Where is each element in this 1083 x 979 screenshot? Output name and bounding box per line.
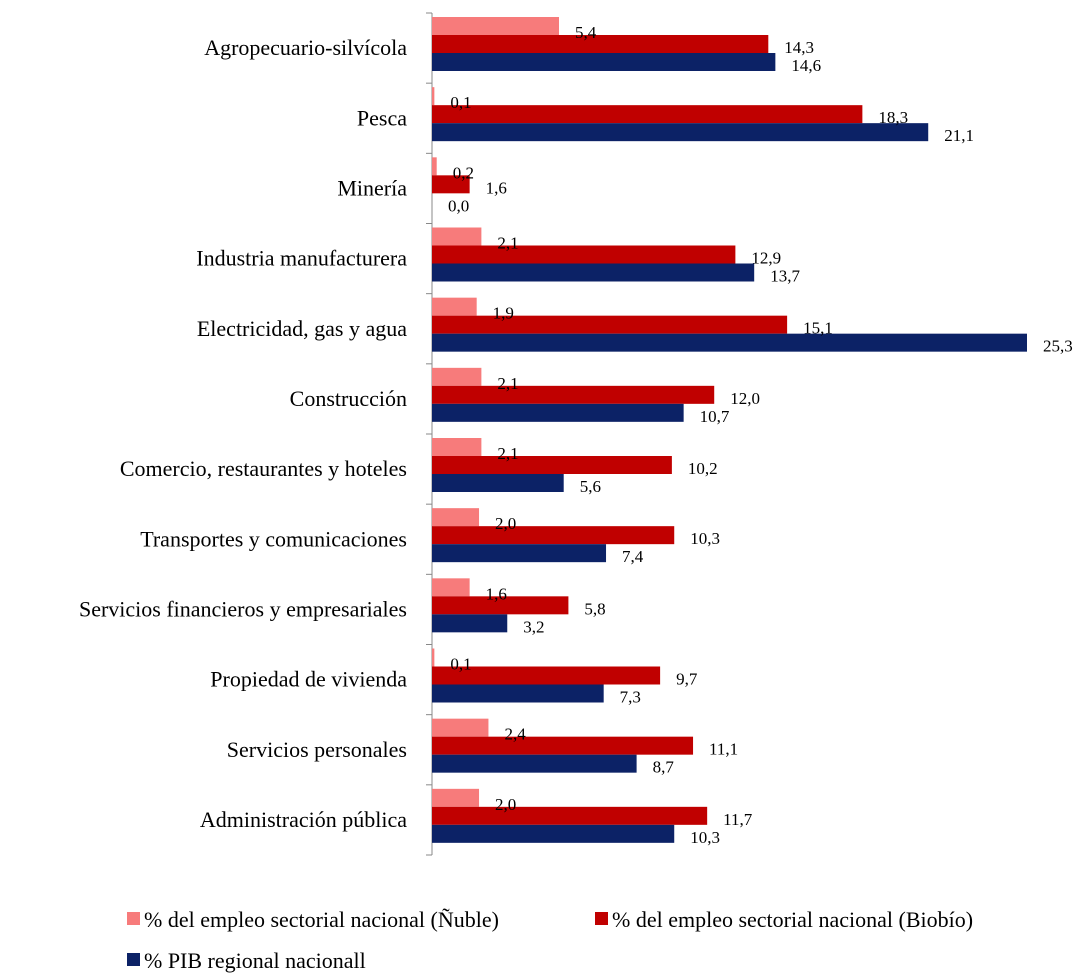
legend: % del empleo sectorial nacional (Ñuble)%… [127,907,973,973]
bar-series-3 [432,544,607,563]
data-label: 2,4 [504,725,526,744]
data-label: 15,1 [803,319,833,338]
category-label: Servicios financieros y empresariales [79,596,407,621]
category-labels: Agropecuario-silvícola Pesca Minería Indust… [79,35,407,832]
bar-series-1 [432,367,482,386]
bar-series-2 [432,385,715,404]
bar-series-2 [432,315,788,334]
bar-series-2 [432,526,675,545]
data-label: 5,8 [584,599,605,618]
bar-series-1 [432,157,437,176]
bars [432,17,1027,843]
bar-series-1 [432,17,559,35]
category-label: Industria manufacturera [196,246,407,271]
bar-series-3 [432,333,1027,352]
data-label: 0,1 [450,655,471,674]
data-label: 10,2 [688,459,718,478]
bar-series-1 [432,297,477,316]
legend-label: % del empleo sectorial nacional (Biobío) [612,907,973,932]
legend-swatch [127,912,140,925]
bar-series-3 [432,263,755,282]
data-label: 9,7 [676,670,698,689]
category-label: Agropecuario-silvícola [204,35,407,60]
bar-series-2 [432,736,694,755]
data-label: 11,7 [723,810,753,829]
data-label: 2,1 [497,234,518,253]
data-label: 8,7 [653,758,675,777]
y-axis [426,12,433,856]
data-label: 7,3 [620,688,641,707]
data-label: 10,3 [690,529,720,548]
data-label: 1,6 [486,584,507,603]
bar-series-3 [432,403,684,422]
data-label: 10,7 [700,407,730,426]
bar-series-3 [432,474,564,492]
bar-series-2 [432,175,470,194]
data-label: 1,6 [486,178,507,197]
bar-series-2 [432,35,769,53]
bar-series-2 [432,105,863,124]
data-label: 14,3 [784,38,814,57]
data-label: 2,1 [497,374,518,393]
data-label: 10,3 [690,828,720,847]
category-label: Pesca [357,105,407,130]
data-label: 18,3 [878,108,908,127]
category-label: Minería [337,175,407,200]
legend-swatch [595,912,608,925]
legend-swatch [127,953,140,966]
data-label: 5,4 [575,23,597,42]
data-label: 25,3 [1043,337,1073,356]
bar-series-3 [432,684,604,703]
bar-series-1 [432,508,480,527]
bar-series-1 [432,648,435,667]
bar-series-2 [432,806,708,825]
data-label: 2,1 [497,444,518,463]
bar-series-1 [432,87,435,106]
data-label: 2,0 [495,795,516,814]
category-label: Servicios personales [227,737,407,762]
legend-label: % del empleo sectorial nacional (Ñuble) [144,907,499,932]
category-label: Administración pública [200,807,407,832]
data-label: 1,9 [493,304,514,323]
bar-series-1 [432,438,482,456]
category-label: Construcción [290,386,407,411]
data-label: 3,2 [523,617,544,636]
data-label: 11,1 [709,740,738,759]
data-label: 0,0 [448,196,469,215]
bar-series-2 [432,596,569,615]
bar-series-3 [432,824,675,843]
data-label: 12,0 [730,389,760,408]
data-label: 7,4 [622,547,644,566]
data-label: 0,2 [453,163,474,182]
data-label: 13,7 [770,267,800,286]
bar-series-2 [432,245,736,264]
bar-series-3 [432,754,637,773]
bar-series-3 [432,614,508,633]
bar-series-1 [432,788,480,807]
category-label: Propiedad de vivienda [210,667,407,692]
bar-series-1 [432,578,470,597]
bar-series-1 [432,227,482,246]
data-label: 2,0 [495,514,516,533]
data-label: 21,1 [944,126,974,145]
data-label: 5,6 [580,477,601,496]
bar-series-3 [432,53,776,71]
bar-series-3 [432,123,929,142]
category-label: Comercio, restaurantes y hoteles [120,456,407,481]
data-label: 14,6 [791,56,821,75]
bar-series-2 [432,666,661,685]
bar-series-1 [432,718,489,737]
legend-label: % PIB regional nacionall [144,948,366,973]
category-label: Transportes y comunicaciones [140,526,407,551]
value-labels: 5,4 14,314,6 0,1 18,3 21,1 0,2 1,6 0,0 2,1 12,913… [448,23,1073,847]
bar-series-2 [432,456,672,474]
data-label: 12,9 [751,249,781,268]
data-label: 0,1 [450,93,471,112]
category-label: Electricidad, gas y agua [197,316,407,341]
